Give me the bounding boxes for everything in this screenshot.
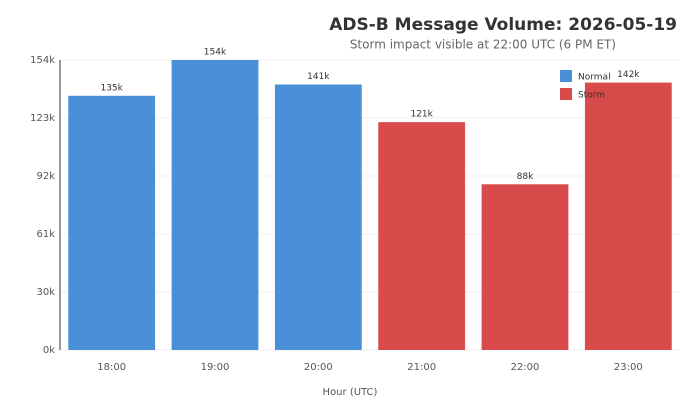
bar — [274, 84, 362, 350]
bar — [378, 122, 466, 351]
legend-label: Storm — [578, 91, 605, 101]
x-tick-label: 20:00 — [304, 362, 333, 373]
value-label: 135k — [100, 83, 123, 93]
y-tick-label: 0k — [43, 345, 55, 356]
chart-title: ADS-B Message Volume: 2026-05-19 — [329, 15, 677, 35]
value-label: 154k — [204, 48, 227, 58]
bar — [481, 184, 569, 350]
y-tick-label: 30k — [36, 287, 55, 298]
bar — [584, 82, 672, 350]
legend-label: Normal — [578, 73, 611, 83]
value-label: 121k — [410, 110, 433, 120]
x-tick-label: 21:00 — [407, 362, 436, 373]
y-tick-label: 123k — [30, 113, 55, 124]
legend-swatch — [560, 70, 572, 82]
y-tick-label: 154k — [30, 55, 55, 66]
x-tick-label: 22:00 — [511, 362, 540, 373]
chart-subtitle: Storm impact visible at 22:00 UTC (6 PM … — [350, 38, 616, 52]
value-label: 88k — [517, 172, 534, 182]
x-tick-label: 23:00 — [614, 362, 643, 373]
bar — [68, 95, 156, 350]
legend-swatch — [560, 88, 572, 100]
x-tick-label: 18:00 — [97, 362, 126, 373]
y-tick-label: 61k — [36, 229, 55, 240]
x-axis-label: Hour (UTC) — [323, 387, 378, 398]
bar — [171, 60, 259, 350]
value-label: 141k — [307, 72, 330, 82]
value-label: 142k — [617, 70, 640, 80]
x-tick-label: 19:00 — [201, 362, 230, 373]
y-tick-label: 92k — [36, 171, 55, 182]
